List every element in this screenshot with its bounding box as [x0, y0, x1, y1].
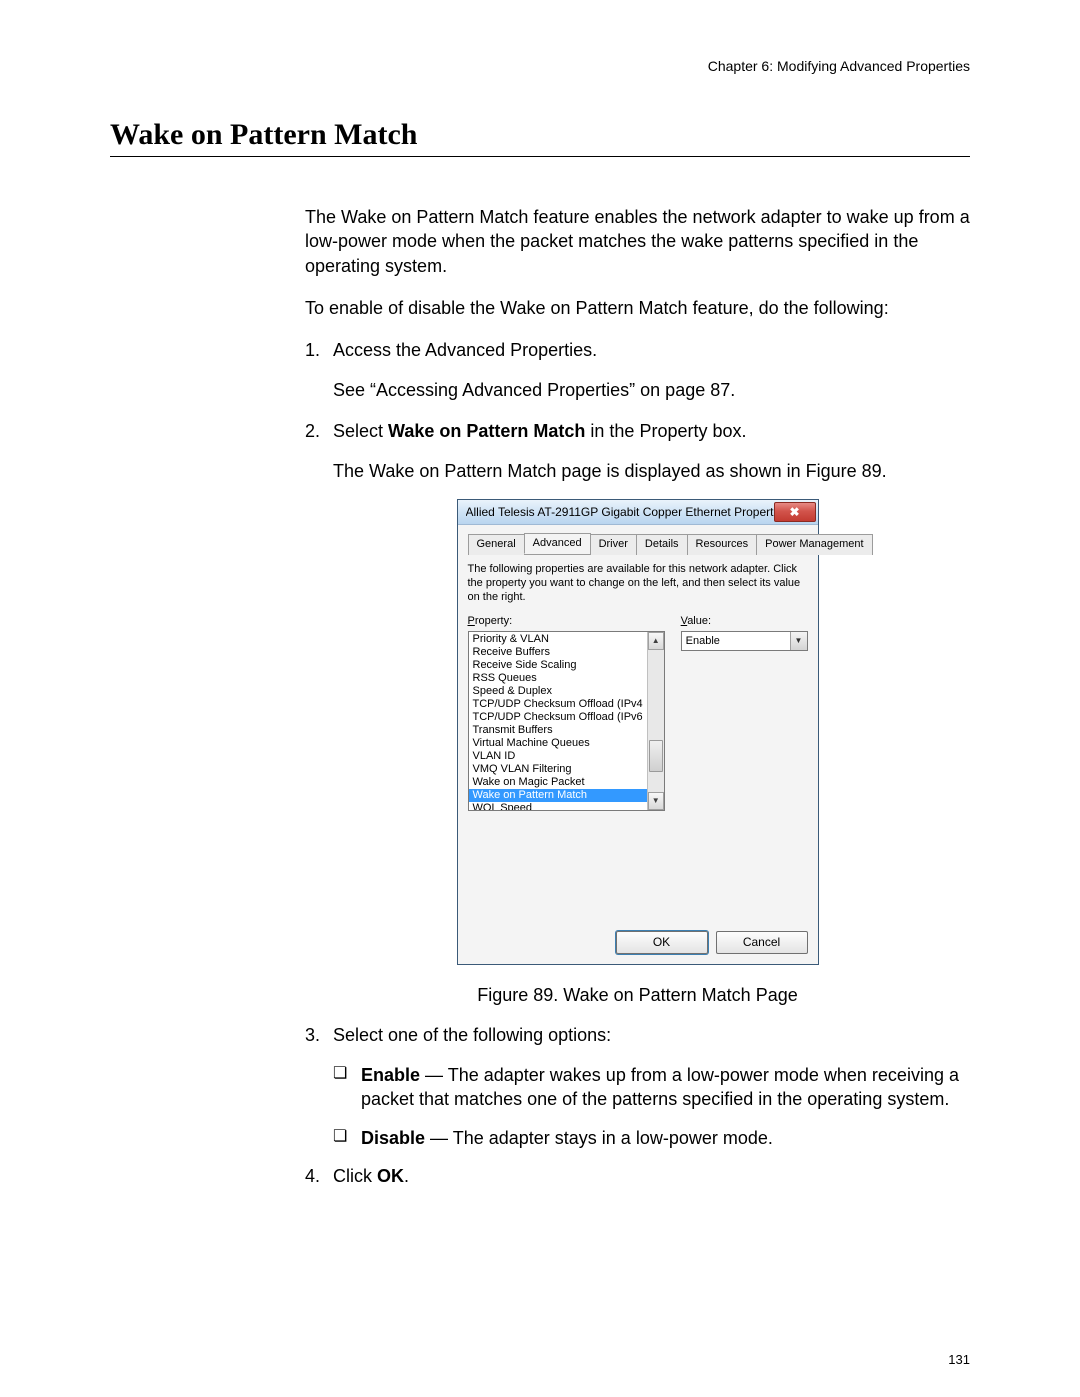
intro-paragraph: The Wake on Pattern Match feature enable… [305, 205, 970, 278]
property-listbox[interactable]: Priority & VLAN Receive Buffers Receive … [468, 631, 665, 811]
step-1-reference: See “Accessing Advanced Properties” on p… [333, 378, 970, 402]
bullet-icon: ❏ [333, 1126, 361, 1150]
cancel-button[interactable]: Cancel [716, 931, 808, 953]
tab-details[interactable]: Details [636, 534, 688, 555]
chapter-header: Chapter 6: Modifying Advanced Properties [110, 58, 970, 74]
property-list-items: Priority & VLAN Receive Buffers Receive … [469, 632, 647, 810]
step-4-pre: Click [333, 1166, 377, 1186]
scroll-track[interactable] [648, 650, 664, 792]
step-4: 4. Click OK. [305, 1164, 970, 1188]
scroll-thumb[interactable] [649, 740, 663, 772]
listbox-scrollbar[interactable]: ▲ ▼ [647, 632, 664, 810]
tab-advanced[interactable]: Advanced [524, 533, 591, 554]
option-enable: ❏ Enable — The adapter wakes up from a l… [333, 1063, 970, 1112]
dialog-titlebar: Allied Telesis AT-2911GP Gigabit Copper … [458, 500, 818, 525]
scroll-up-button[interactable]: ▲ [648, 632, 664, 650]
step-3-text: Select one of the following options: [333, 1023, 970, 1047]
option-enable-label: Enable [361, 1065, 420, 1085]
body-column: The Wake on Pattern Match feature enable… [305, 205, 970, 1188]
property-label: Property: [468, 614, 665, 629]
list-item[interactable]: Virtual Machine Queues [469, 737, 647, 750]
tab-strip: General Advanced Driver Details Resource… [468, 533, 808, 555]
step-4-number: 4. [305, 1164, 333, 1188]
option-disable-label: Disable [361, 1128, 425, 1148]
lead-in-paragraph: To enable of disable the Wake on Pattern… [305, 296, 970, 320]
tab-general[interactable]: General [468, 534, 525, 555]
figure-89: Allied Telesis AT-2911GP Gigabit Copper … [305, 499, 970, 1006]
step-3: 3. Select one of the following options: [305, 1023, 970, 1047]
list-item[interactable]: VLAN ID [469, 750, 647, 763]
list-item[interactable]: VMQ VLAN Filtering [469, 763, 647, 776]
list-item[interactable]: Receive Side Scaling [469, 659, 647, 672]
tab-power-management[interactable]: Power Management [756, 534, 872, 555]
list-item[interactable]: RSS Queues [469, 672, 647, 685]
close-button[interactable]: ✖ [774, 502, 816, 522]
step-3-number: 3. [305, 1023, 333, 1047]
step-1-text: Access the Advanced Properties. [333, 338, 970, 362]
tab-resources[interactable]: Resources [687, 534, 758, 555]
option-enable-text: Enable — The adapter wakes up from a low… [361, 1063, 970, 1112]
option-enable-dash: — [420, 1065, 448, 1085]
list-item[interactable]: Priority & VLAN [469, 633, 647, 646]
list-item[interactable]: Speed & Duplex [469, 685, 647, 698]
step-2-result: The Wake on Pattern Match page is displa… [333, 459, 970, 483]
list-item[interactable]: TCP/UDP Checksum Offload (IPv4 [469, 698, 647, 711]
section-title: Wake on Pattern Match [110, 118, 970, 157]
step-2-post: in the Property box. [585, 421, 746, 441]
figure-caption: Figure 89. Wake on Pattern Match Page [305, 983, 970, 1007]
step-1: 1. Access the Advanced Properties. [305, 338, 970, 362]
value-column: Value: Enable ▼ [681, 614, 808, 811]
dialog-body: General Advanced Driver Details Resource… [458, 525, 818, 963]
value-dropdown-text: Enable [682, 634, 790, 649]
step-4-text: Click OK. [333, 1164, 970, 1188]
dialog-title: Allied Telesis AT-2911GP Gigabit Copper … [466, 504, 774, 520]
option-disable: ❏ Disable — The adapter stays in a low-p… [333, 1126, 970, 1150]
list-item[interactable]: Receive Buffers [469, 646, 647, 659]
bullet-icon: ❏ [333, 1063, 361, 1112]
step-2-number: 2. [305, 419, 333, 443]
dropdown-arrow-icon[interactable]: ▼ [790, 632, 807, 650]
tab-driver[interactable]: Driver [590, 534, 637, 555]
option-disable-dash: — [425, 1128, 453, 1148]
value-label-rest: alue: [687, 615, 711, 627]
step-2-text: Select Wake on Pattern Match in the Prop… [333, 419, 970, 443]
option-disable-text: Disable — The adapter stays in a low-pow… [361, 1126, 970, 1150]
step-2: 2. Select Wake on Pattern Match in the P… [305, 419, 970, 443]
ok-button[interactable]: OK [616, 931, 708, 953]
value-label: Value: [681, 614, 808, 629]
page-number: 131 [948, 1352, 970, 1367]
property-column: Property: Priority & VLAN Receive Buffer… [468, 614, 665, 811]
list-item[interactable]: WOL Speed [469, 802, 647, 811]
step-4-post: . [404, 1166, 409, 1186]
scroll-down-button[interactable]: ▼ [648, 792, 664, 810]
dialog-instructions: The following properties are available f… [468, 563, 808, 604]
list-item[interactable]: Transmit Buffers [469, 724, 647, 737]
step-4-bold: OK [377, 1166, 404, 1186]
list-item[interactable]: TCP/UDP Checksum Offload (IPv6 [469, 711, 647, 724]
property-label-rest: roperty: [475, 615, 512, 627]
option-disable-desc: The adapter stays in a low-power mode. [453, 1128, 773, 1148]
list-item-selected[interactable]: Wake on Pattern Match [469, 789, 647, 802]
option-enable-desc: The adapter wakes up from a low-power mo… [361, 1065, 959, 1109]
dialog-footer: OK Cancel [468, 931, 808, 953]
step-2-pre: Select [333, 421, 388, 441]
close-icon: ✖ [789, 506, 799, 518]
step-1-number: 1. [305, 338, 333, 362]
property-columns: Property: Priority & VLAN Receive Buffer… [468, 614, 808, 811]
page: Chapter 6: Modifying Advanced Properties… [0, 0, 1080, 1397]
value-dropdown[interactable]: Enable ▼ [681, 631, 808, 651]
step-2-bold: Wake on Pattern Match [388, 421, 585, 441]
properties-dialog: Allied Telesis AT-2911GP Gigabit Copper … [457, 499, 819, 964]
property-label-u: P [468, 615, 475, 627]
list-item[interactable]: Wake on Magic Packet [469, 776, 647, 789]
